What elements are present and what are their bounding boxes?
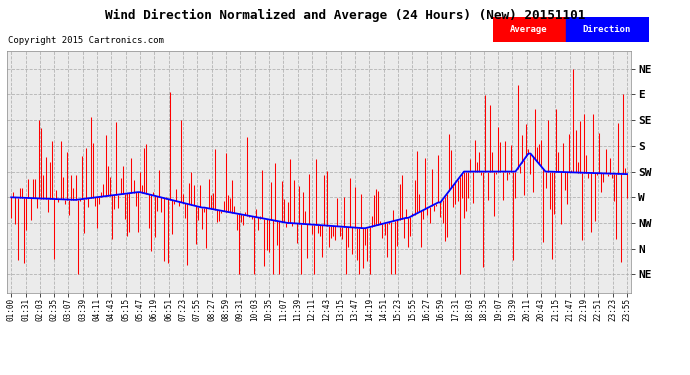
Text: Wind Direction Normalized and Average (24 Hours) (New) 20151101: Wind Direction Normalized and Average (2… [105, 9, 585, 22]
Bar [493, 16, 564, 42]
Text: Average: Average [510, 25, 548, 34]
Text: Copyright 2015 Cartronics.com: Copyright 2015 Cartronics.com [8, 36, 164, 45]
Text: Direction: Direction [582, 25, 631, 34]
Bar [566, 16, 649, 42]
